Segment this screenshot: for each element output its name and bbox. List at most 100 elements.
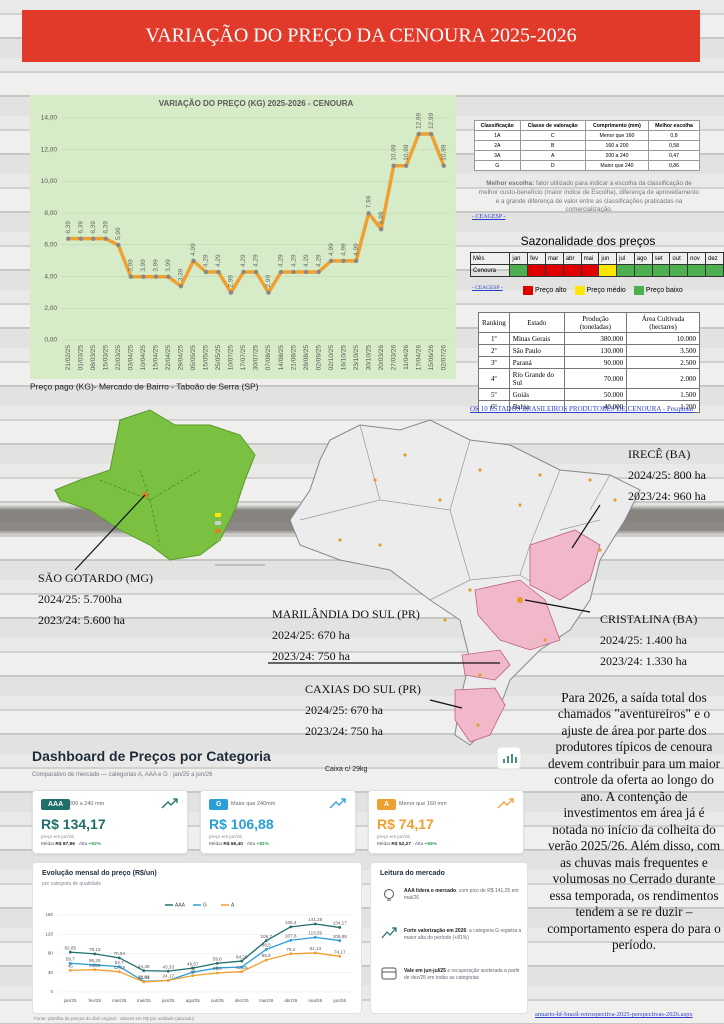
data-label: 10,99 [403, 144, 410, 161]
cell: 1.200 [626, 400, 700, 413]
high-value: +81% [256, 842, 269, 847]
x-tick-label: dez/25 [235, 998, 249, 1003]
data-label: 5,99 [115, 227, 122, 240]
season-cell [669, 264, 689, 277]
row: 3º Paraná 90.000 2.500 [478, 356, 700, 369]
data-point [215, 961, 219, 965]
y-tick-label: 4,00 [44, 273, 57, 280]
data-label: 34 [190, 969, 196, 974]
data-label: 113,59 [308, 931, 322, 936]
season-cell [687, 264, 706, 277]
season-cell [509, 264, 529, 277]
reading-text: e recuperação acelerada a partir de dez/… [404, 968, 520, 981]
data-point [278, 269, 284, 275]
legend-label: Preço alto [535, 287, 567, 294]
data-point [366, 211, 371, 216]
data-point [240, 959, 244, 963]
cell: Menor que 160 [584, 130, 649, 141]
data-label: 4,29 [290, 254, 297, 267]
data-point [289, 938, 293, 942]
data-point [441, 163, 446, 168]
data-label: 106,88 [333, 934, 347, 939]
data-point [66, 236, 71, 241]
data-point [353, 258, 359, 264]
data-point [264, 948, 268, 951]
season-cell [616, 264, 635, 277]
reading-lead: Vale em jun-jul/25 [404, 968, 446, 974]
th: Área Cultivada (hectares) [626, 312, 700, 333]
reading-title: Leitura do mercado [380, 870, 445, 877]
season-source-link[interactable]: - CEAGESP - [472, 285, 503, 291]
card-size: 200 a 240 mm [69, 801, 105, 807]
cell: 160 a 200 [584, 140, 649, 151]
x-tick-label: 08/03/25 [90, 345, 97, 371]
class-note: Melhor escolha: fator utilizado para ind… [478, 180, 700, 215]
card-avg: Média R$ 52,27 · Alta +65% [377, 842, 437, 847]
x-tick-label: 15/05/25 [203, 345, 210, 371]
ranking-link[interactable]: OS 10 ESTADOS BRASILEIROS PRODUTORES DE … [470, 405, 694, 413]
callout-value: 2023/24: 750 ha [305, 724, 383, 738]
cell: 4º [478, 368, 510, 389]
x-tick-label: 23/10/25 [353, 345, 360, 371]
data-label: 24,17 [163, 974, 175, 979]
data-point [178, 284, 184, 289]
data-label: 79,4 [286, 947, 295, 952]
data-label: 64,25 [236, 954, 248, 959]
cell: 40.000 [563, 400, 628, 413]
x-tick-label: 29/04/25 [178, 345, 185, 371]
data-label: 82,85 [65, 945, 77, 950]
data-point [215, 966, 219, 970]
card-note: preço em jun/26 [41, 834, 74, 839]
card-price: R$ 106,88 [209, 816, 274, 832]
data-label: 66,5 [262, 953, 271, 958]
avg-value: R$ 52,27 [391, 842, 411, 847]
class-source-link[interactable]: - CEAGESP - [472, 214, 506, 220]
data-label: 4,29 [240, 254, 247, 267]
season-cell [651, 264, 671, 277]
reading-lead: AAA lidera o mercado [404, 888, 457, 894]
cell: Minas Gerais [508, 332, 565, 345]
callout-place: IRECÊ (BA) [628, 447, 691, 461]
data-label: 41 [190, 965, 196, 970]
y-tick-label: 120 [45, 931, 53, 936]
season-cell [580, 264, 600, 277]
x-tick-label: 02/09/25 [315, 345, 322, 371]
x-tick-label: 21/02/25 [65, 345, 72, 371]
data-label: 44,38 [138, 964, 150, 969]
x-tick-label: mar/25 [112, 998, 127, 1003]
season-month: jan [509, 252, 529, 265]
data-label: 10,99 [440, 144, 447, 161]
data-label: 2,99 [265, 275, 272, 288]
data-point [191, 258, 196, 264]
data-label: 59,8 [213, 956, 222, 961]
data-point [216, 269, 221, 275]
x-tick-label: 05/05/25 [190, 345, 197, 371]
x-tick-label: jun/26 [332, 998, 346, 1003]
callout-value: 2024/25: 1.400 ha [600, 633, 687, 647]
high-label: Alta [78, 842, 88, 847]
dashboard-footer: Fonte: planilha de preços do disk origin… [34, 1016, 195, 1021]
data-label: 4,29 [315, 254, 322, 267]
x-tick-label: 20/03/26 [378, 345, 385, 371]
legend-label: A [231, 902, 235, 908]
data-point [338, 926, 342, 929]
class-table-header: Classificação Classe de valoração Comprim… [474, 120, 701, 131]
avg-label: Média [377, 842, 391, 847]
reading-item: Vale em jun-jul/25 e recuperação acelera… [404, 968, 522, 982]
data-point [142, 980, 146, 984]
data-point [338, 954, 342, 958]
series-line [70, 923, 340, 972]
x-tick-label: 10/07/25 [228, 345, 235, 371]
x-tick-label: 28/08/25 [303, 345, 310, 371]
data-point [117, 965, 121, 969]
cell: 10.000 [626, 332, 700, 345]
data-label: 7,99 [365, 195, 372, 208]
data-point [68, 968, 72, 972]
season-row-label: Cenoura [469, 264, 511, 277]
avg-value: R$ 87,96 [55, 842, 75, 847]
paragraph-link[interactable]: anuario-hf-brasil-retrospectiva-2025-per… [535, 1011, 693, 1018]
callout-value: 2024/25: 5.700ha [38, 592, 122, 606]
map-callout: MARILÂNDIA DO SUL (PR) 2024/25: 670 ha 202… [272, 604, 420, 667]
card-note: preço em jun/26 [209, 834, 242, 839]
